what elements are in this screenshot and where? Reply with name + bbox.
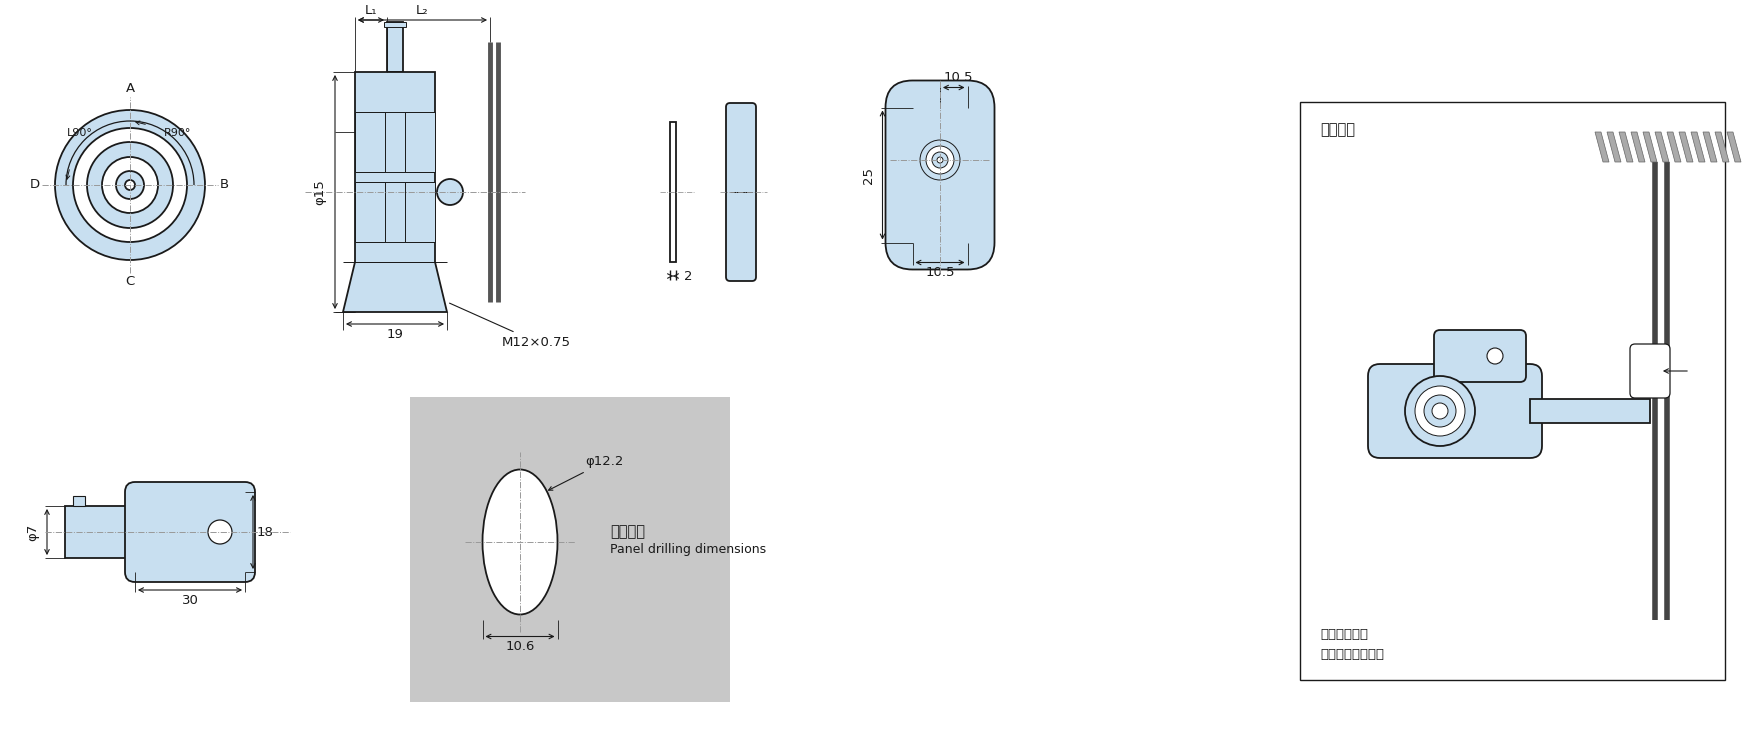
Circle shape [1405,376,1475,446]
Polygon shape [1656,132,1670,162]
FancyBboxPatch shape [1435,330,1526,382]
Text: φ12.2: φ12.2 [549,456,623,490]
Text: 的状态下进行安装: 的状态下进行安装 [1321,648,1384,662]
Text: 板孔尺寸: 板孔尺寸 [610,524,645,539]
Circle shape [88,142,174,228]
Polygon shape [74,496,84,506]
Circle shape [921,140,959,180]
Circle shape [116,171,144,199]
Circle shape [937,157,944,163]
Polygon shape [405,112,435,172]
Polygon shape [1643,132,1658,162]
FancyBboxPatch shape [1368,364,1542,458]
Text: Panel drilling dimensions: Panel drilling dimensions [610,544,766,556]
Polygon shape [1703,132,1717,162]
Circle shape [125,180,135,190]
Text: C: C [125,275,135,288]
Polygon shape [1619,132,1633,162]
Circle shape [102,157,158,213]
Text: φ7: φ7 [26,523,40,541]
Polygon shape [354,112,384,172]
Text: 25: 25 [861,166,875,183]
FancyBboxPatch shape [726,103,756,281]
Polygon shape [65,506,140,558]
Text: L₂: L₂ [416,4,428,17]
Circle shape [74,128,188,242]
Text: 30: 30 [182,593,198,607]
Circle shape [1415,386,1465,436]
Text: R90°: R90° [165,128,191,138]
Polygon shape [1666,132,1680,162]
Text: 安装方法: 安装方法 [1321,123,1356,138]
Text: L90°: L90° [67,128,93,138]
Text: A: A [126,82,135,95]
Text: φ15: φ15 [314,179,326,205]
Polygon shape [1631,132,1645,162]
Polygon shape [1594,132,1608,162]
Text: 19: 19 [386,328,403,341]
Circle shape [209,520,232,544]
Circle shape [1431,403,1449,419]
Polygon shape [1679,132,1693,162]
Circle shape [54,110,205,260]
Text: M12×0.75: M12×0.75 [449,303,572,348]
Polygon shape [388,22,403,72]
FancyBboxPatch shape [886,80,995,269]
Circle shape [437,179,463,205]
Polygon shape [1529,399,1651,423]
Text: 10.6: 10.6 [505,640,535,653]
Circle shape [926,146,954,174]
Polygon shape [1715,132,1729,162]
Polygon shape [405,182,435,242]
Circle shape [931,152,947,168]
Text: L₁: L₁ [365,4,377,17]
Text: 2: 2 [684,269,693,283]
Polygon shape [670,122,675,262]
Polygon shape [344,72,447,312]
Text: B: B [219,178,230,192]
Polygon shape [1300,102,1724,680]
Circle shape [1424,395,1456,427]
Circle shape [1487,348,1503,364]
Text: 18: 18 [256,526,274,538]
Polygon shape [1691,132,1705,162]
Text: 10.5: 10.5 [944,71,973,84]
Polygon shape [384,22,405,27]
Polygon shape [1728,132,1742,162]
Text: 可在附带挡板: 可在附带挡板 [1321,629,1368,641]
FancyBboxPatch shape [1629,344,1670,398]
Polygon shape [1607,132,1621,162]
FancyBboxPatch shape [125,482,254,582]
Polygon shape [410,397,730,702]
Polygon shape [354,182,384,242]
Ellipse shape [482,469,558,614]
Text: D: D [30,178,40,192]
Text: 10.5: 10.5 [926,266,954,279]
